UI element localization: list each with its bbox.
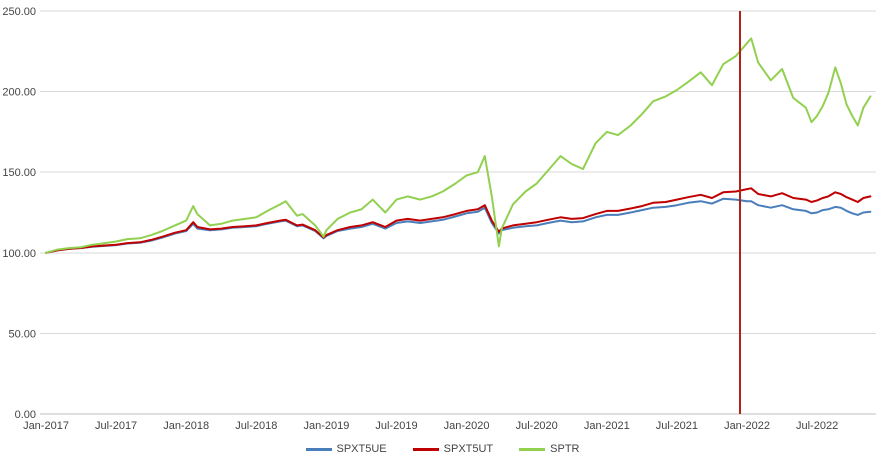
legend-item-spxt5ut: SPXT5UT: [412, 443, 494, 455]
svg-text:Jul-2021: Jul-2021: [656, 420, 698, 432]
svg-text:200.00: 200.00: [2, 87, 36, 99]
svg-text:250.00: 250.00: [2, 6, 36, 18]
chart-plot-area: 0.00 50.00 100.00 150.00 200.00 250.00 Jan-201…: [2, 6, 876, 432]
svg-text:Jan-2021: Jan-2021: [584, 420, 630, 432]
legend-item-spxt5ue: SPXT5UE: [305, 443, 387, 455]
svg-text:100.00: 100.00: [2, 248, 36, 260]
svg-text:Jan-2017: Jan-2017: [23, 420, 69, 432]
svg-text:Jul-2017: Jul-2017: [95, 420, 137, 432]
svg-text:Jul-2018: Jul-2018: [235, 420, 277, 432]
svg-text:Jan-2020: Jan-2020: [444, 420, 490, 432]
svg-text:0.00: 0.00: [15, 409, 36, 421]
legend-label-spxt5ut: SPXT5UT: [443, 443, 494, 455]
svg-text:Jul-2020: Jul-2020: [516, 420, 558, 432]
svg-text:Jan-2022: Jan-2022: [724, 420, 770, 432]
svg-text:Jan-2019: Jan-2019: [303, 420, 349, 432]
legend-label-spxt5ue: SPXT5UE: [336, 443, 387, 455]
svg-text:Jul-2022: Jul-2022: [796, 420, 838, 432]
legend-swatch-spxt5ue: [305, 447, 332, 451]
legend-swatch-spxt5ut: [412, 447, 439, 451]
svg-text:Jan-2018: Jan-2018: [163, 420, 209, 432]
chart-legend: SPXT5UE SPXT5UT SPTR: [0, 443, 885, 455]
legend-item-sptr: SPTR: [519, 443, 580, 455]
svg-text:50.00: 50.00: [8, 328, 36, 340]
svg-text:Jul-2019: Jul-2019: [375, 420, 417, 432]
legend-swatch-sptr: [519, 447, 546, 451]
svg-text:150.00: 150.00: [2, 167, 36, 179]
legend-label-sptr: SPTR: [550, 443, 580, 455]
